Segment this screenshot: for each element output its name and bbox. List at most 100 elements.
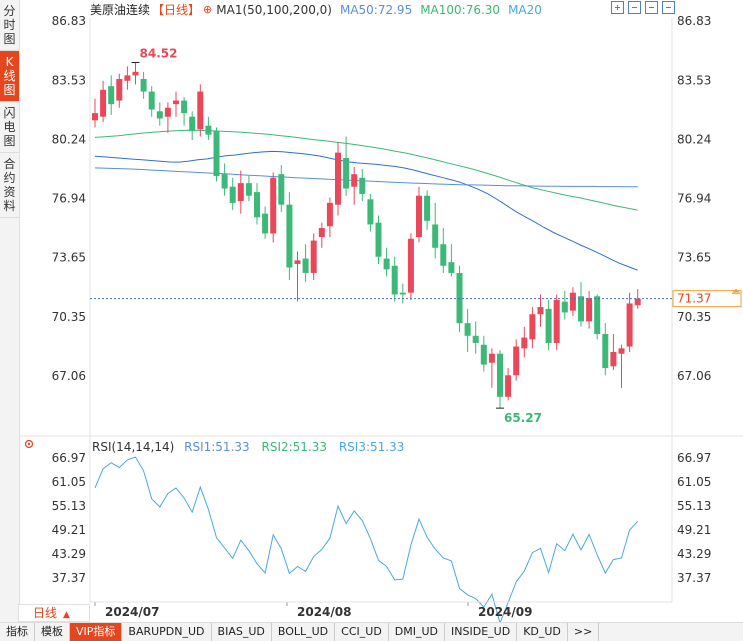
zoom-out-icon[interactable] — [628, 1, 641, 14]
candle — [626, 292, 633, 352]
indicator-tab-0[interactable]: 指标 — [0, 623, 35, 641]
side-tab-3[interactable]: 合约资料 — [0, 153, 19, 218]
candle-body — [561, 301, 568, 313]
candle — [351, 166, 358, 205]
period-select[interactable]: 日线 ▲ — [18, 604, 90, 622]
indicator-tab-8[interactable]: INSIDE_UD — [445, 623, 518, 641]
indicator-tab-2[interactable]: VIP指标 — [70, 623, 123, 641]
rsi3-value: RSI3:51.33 — [338, 440, 405, 454]
candle — [318, 222, 325, 248]
candle-body — [513, 346, 520, 376]
indicator-tab-1[interactable]: 模板 — [35, 623, 70, 641]
candle — [310, 233, 317, 281]
x-tick-label: 2024/09 — [478, 605, 532, 619]
candle-body — [488, 353, 495, 363]
candle-body — [173, 100, 179, 105]
ma-line-ma200 — [94, 167, 638, 188]
current-price-label: 71.37 — [677, 292, 711, 306]
rsi-tick-left: 37.37 — [52, 571, 86, 585]
high-price-label: 84.52 — [140, 46, 178, 60]
scroll-right-icon[interactable] — [662, 1, 675, 14]
candle-body — [278, 174, 285, 205]
indicator-tab-4[interactable]: BIAS_UD — [212, 623, 272, 641]
candle-body — [294, 260, 301, 264]
candle-body — [189, 116, 196, 132]
indicator-tab-7[interactable]: DMI_UD — [389, 623, 446, 641]
candle — [513, 339, 520, 381]
candle-body — [578, 296, 584, 322]
indicator-tab-5[interactable]: BOLL_UD — [272, 623, 336, 641]
candle — [569, 287, 576, 317]
candle-body — [205, 125, 212, 135]
candle-body — [132, 71, 139, 76]
rsi-settings-dot — [27, 442, 31, 446]
candle-body — [456, 272, 463, 324]
price-tick-right: 76.94 — [677, 192, 711, 206]
candle-body — [140, 78, 147, 92]
candle — [254, 183, 260, 225]
candle-body — [310, 240, 317, 273]
add-indicator-icon[interactable]: ⊕ — [203, 3, 213, 16]
candle — [480, 335, 487, 372]
price-tick-left: 80.24 — [52, 132, 86, 146]
candle — [440, 228, 447, 273]
candle-body — [553, 299, 560, 343]
candle-body — [156, 111, 163, 119]
candle-body — [634, 298, 641, 306]
candle-body — [164, 107, 171, 117]
instrument-title: 美原油连续 — [90, 3, 151, 17]
candle — [270, 172, 277, 243]
side-tab-2[interactable]: 闪电图 — [0, 102, 19, 153]
candle-body — [221, 174, 228, 189]
candle — [302, 244, 309, 282]
rsi-name[interactable]: RSI(14,14,14) — [92, 440, 175, 454]
rsi-tick-left: 66.97 — [52, 451, 86, 465]
ma-line-ma100 — [94, 129, 638, 211]
price-tick-left: 76.94 — [52, 192, 86, 206]
candle-body — [237, 183, 244, 202]
chart-header: 美原油连续 【日线】 ⊕ MA1(50,100,200,0) MA50:72.9… — [90, 2, 542, 18]
indicator-tab-6[interactable]: CCI_UD — [335, 623, 389, 641]
candle — [578, 281, 584, 327]
candle-body — [92, 113, 98, 121]
chevron-up-icon: ▲ — [63, 610, 70, 620]
candle-body — [351, 174, 358, 187]
side-tab-0[interactable]: 分时图 — [0, 0, 19, 51]
rsi2-value: RSI2:51.33 — [261, 440, 328, 454]
candle — [399, 283, 406, 304]
candle-body — [335, 152, 341, 205]
rsi-tick-left: 61.05 — [52, 475, 86, 489]
kline-chart[interactable]: 86.83 86.83 83.53 83.53 80.24 80.24 76.94 76.94… — [0, 0, 743, 622]
candle — [294, 251, 301, 302]
candle — [343, 136, 350, 196]
x-tick-label: 2024/07 — [105, 605, 159, 619]
candle — [229, 177, 236, 211]
rsi-tick-left: 49.21 — [52, 523, 86, 537]
candle — [521, 326, 528, 358]
candle — [197, 84, 204, 137]
rsi-tick-left: 55.13 — [52, 499, 86, 513]
zoom-in-icon[interactable] — [611, 1, 624, 14]
indicator-tab-3[interactable]: BARUPDN_UD — [122, 623, 212, 641]
rsi-settings-ring — [24, 439, 34, 449]
candle-body — [529, 314, 536, 340]
price-tick-right: 73.65 — [677, 251, 711, 265]
candle — [545, 299, 552, 351]
candle-body — [383, 258, 390, 270]
period-label[interactable]: 【日线】 — [152, 3, 201, 17]
indicator-tab-9[interactable]: KD_UD — [517, 623, 568, 641]
candle — [262, 206, 269, 239]
current-price-box — [672, 290, 742, 308]
ma-config-label[interactable]: MA1(50,100,200,0) — [216, 3, 332, 17]
candle-body — [448, 262, 455, 273]
indicator-tab-10[interactable]: >> — [568, 623, 600, 641]
scroll-left-icon[interactable] — [645, 1, 658, 14]
candle-body — [124, 75, 131, 81]
candle-body — [245, 183, 252, 196]
candle-body — [318, 228, 325, 238]
rsi-tick-right: 43.29 — [677, 547, 711, 561]
candle — [610, 333, 617, 370]
candle-body — [375, 222, 382, 257]
candle-body — [359, 177, 366, 194]
